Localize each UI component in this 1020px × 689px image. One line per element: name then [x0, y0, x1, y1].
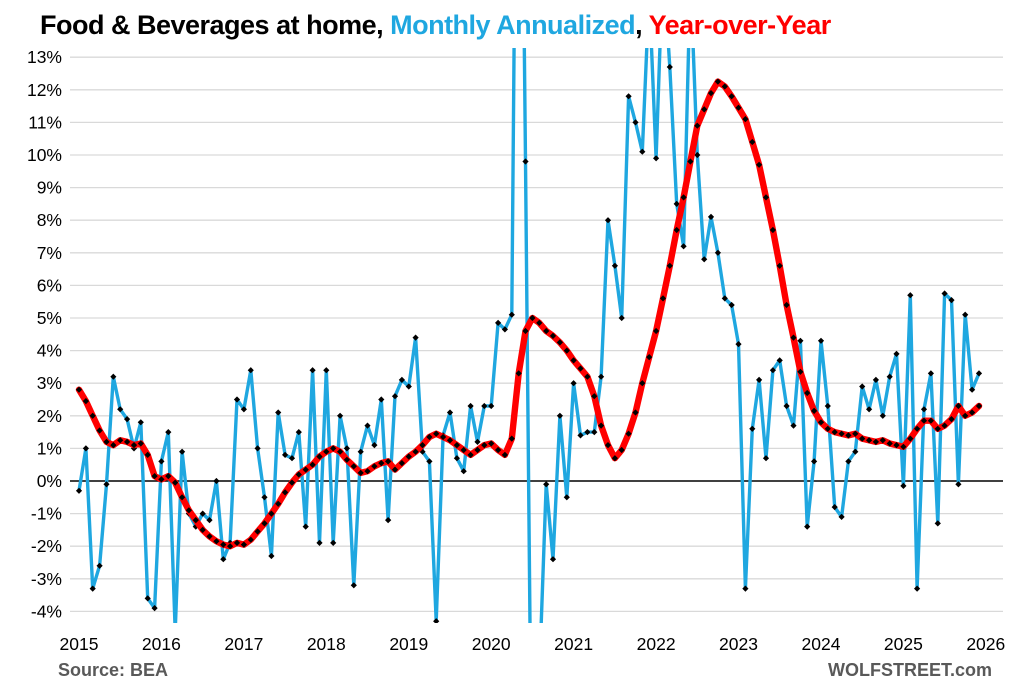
y-tick-label: -4%	[31, 601, 62, 621]
y-tick-label: 13%	[27, 47, 62, 67]
x-tick-label: 2022	[637, 634, 676, 654]
y-tick-label: 2%	[37, 406, 62, 426]
y-tick-label: -2%	[31, 536, 62, 556]
y-tick-label: -1%	[31, 504, 62, 524]
x-tick-label: 2026	[966, 634, 1005, 654]
watermark-label: WOLFSTREET.com	[827, 660, 992, 680]
y-gridlines	[70, 56, 1003, 613]
y-tick-label: 11%	[28, 112, 62, 132]
y-tick-label: -3%	[31, 569, 62, 589]
x-tick-label: 2018	[307, 634, 346, 654]
y-tick-label: 5%	[37, 308, 62, 328]
x-axis-labels: 2015 2016 2017 2018 2019 2020 2021 2022 2023 2024…	[60, 634, 1006, 654]
title-legend-monthly: Monthly Annualized	[390, 10, 636, 40]
x-tick-label: 2023	[719, 634, 758, 654]
y-tick-label: 1%	[37, 438, 62, 458]
y-tick-label: 0%	[37, 471, 62, 491]
chart-title: Food & Beverages at home, Monthly Annual…	[40, 10, 831, 41]
y-axis-labels: 13% 12% 11% 10% 9% 8% 7% 6% 5% 4% 3% 2% 1% 0% -1% -2% -3…	[27, 47, 62, 621]
series-monthly-annualized	[75, 48, 983, 623]
x-tick-label: 2021	[554, 634, 593, 654]
x-tick-label: 2020	[472, 634, 511, 654]
y-tick-label: 4%	[37, 341, 62, 361]
title-separator: ,	[635, 10, 649, 40]
source-label: Source: BEA	[58, 660, 169, 680]
x-tick-label: 2015	[60, 634, 99, 654]
title-legend-yoy: Year-over-Year	[648, 10, 832, 40]
x-tick-label: 2024	[802, 634, 841, 654]
x-tick-label: 2019	[389, 634, 428, 654]
x-tick-label: 2025	[884, 634, 923, 654]
title-main: Food & Beverages at home,	[40, 10, 391, 40]
y-tick-label: 9%	[37, 178, 62, 198]
y-tick-label: 6%	[37, 275, 62, 295]
y-tick-label: 3%	[37, 373, 62, 393]
y-tick-label: 7%	[37, 243, 62, 263]
x-tick-label: 2017	[224, 634, 263, 654]
x-tick-label: 2016	[142, 634, 181, 654]
y-tick-label: 8%	[37, 210, 62, 230]
y-tick-label: 10%	[27, 145, 62, 165]
y-tick-label: 12%	[27, 80, 62, 100]
series-yoy	[75, 78, 983, 550]
